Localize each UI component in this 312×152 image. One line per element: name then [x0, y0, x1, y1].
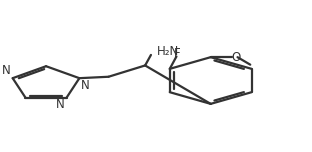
Text: N: N [81, 79, 90, 92]
Text: N: N [2, 64, 10, 77]
Text: N: N [56, 98, 65, 111]
Text: H₂N: H₂N [156, 45, 179, 58]
Text: O: O [231, 51, 240, 64]
Text: F: F [174, 47, 180, 60]
